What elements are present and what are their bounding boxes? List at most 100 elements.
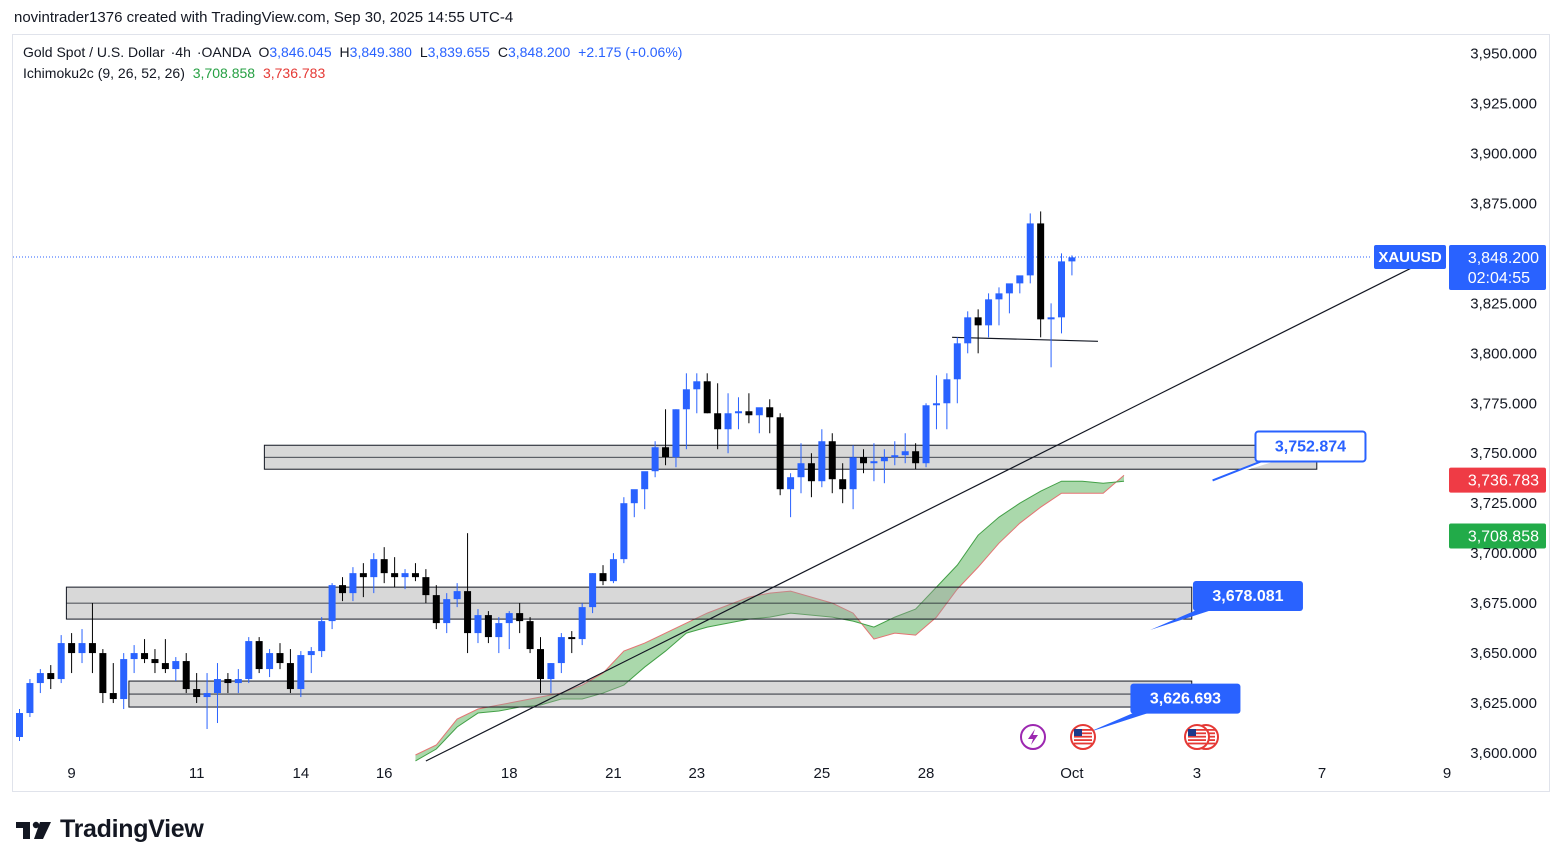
current-price-tag[interactable]: 3,848.200 02:04:55	[1449, 244, 1546, 290]
price-callout[interactable]: 3,752.874	[1212, 430, 1367, 482]
candle-body[interactable]	[255, 641, 263, 670]
trendline[interactable]	[425, 254, 1437, 762]
candle-body[interactable]	[839, 479, 847, 490]
candle-body[interactable]	[193, 689, 201, 698]
candle-body[interactable]	[787, 477, 795, 490]
candle-body[interactable]	[932, 403, 940, 406]
candle-body[interactable]	[870, 461, 878, 464]
candle-body[interactable]	[651, 447, 659, 472]
candle-body[interactable]	[203, 693, 211, 698]
candle-body[interactable]	[568, 637, 576, 640]
candle-body[interactable]	[161, 663, 169, 670]
candle-body[interactable]	[943, 379, 951, 404]
candle-body[interactable]	[182, 661, 190, 690]
candle-body[interactable]	[411, 573, 419, 578]
candle-body[interactable]	[349, 573, 357, 594]
candle-body[interactable]	[641, 471, 649, 490]
lightning-event[interactable]	[1020, 724, 1046, 750]
candle-body[interactable]	[1005, 283, 1013, 294]
candle-body[interactable]	[995, 293, 1003, 300]
candle-body[interactable]	[370, 559, 378, 578]
symbol-tag[interactable]: XAUUSD	[1374, 244, 1446, 269]
horizontal-line[interactable]	[952, 336, 1098, 342]
green-price-tag[interactable]: 3,708.858	[1449, 523, 1546, 549]
candle-body[interactable]	[745, 411, 753, 416]
candle-body[interactable]	[16, 713, 23, 738]
candle-body[interactable]	[484, 615, 492, 638]
candle-body[interactable]	[36, 673, 44, 684]
candle-body[interactable]	[1037, 223, 1045, 320]
candle-body[interactable]	[578, 607, 586, 640]
candle-body[interactable]	[422, 577, 430, 596]
candle-body[interactable]	[495, 623, 503, 638]
candle-body[interactable]	[860, 457, 868, 464]
candle-body[interactable]	[359, 573, 367, 578]
candle-body[interactable]	[724, 413, 732, 430]
candle-body[interactable]	[1047, 317, 1055, 320]
candle-body[interactable]	[974, 317, 982, 326]
candle-body[interactable]	[318, 621, 326, 652]
candle-body[interactable]	[120, 659, 128, 700]
candle-body[interactable]	[557, 637, 565, 664]
candle-body[interactable]	[516, 613, 524, 622]
candle-body[interactable]	[693, 381, 701, 390]
candle-body[interactable]	[1068, 257, 1076, 262]
candle-body[interactable]	[328, 585, 336, 622]
candle-body[interactable]	[266, 653, 274, 670]
candle-body[interactable]	[609, 559, 617, 582]
candle-body[interactable]	[901, 451, 909, 456]
candle-body[interactable]	[891, 455, 899, 458]
candle-body[interactable]	[807, 463, 815, 482]
candle-body[interactable]	[589, 573, 597, 608]
candle-body[interactable]	[985, 299, 993, 326]
price-callout[interactable]: 3,678.081	[1150, 580, 1303, 630]
candle-body[interactable]	[401, 573, 409, 578]
candle-body[interactable]	[99, 653, 107, 694]
candle-body[interactable]	[1026, 223, 1034, 276]
candle-body[interactable]	[339, 585, 347, 594]
candle-body[interactable]	[57, 643, 65, 680]
candle-body[interactable]	[453, 591, 461, 600]
candle-body[interactable]	[68, 643, 76, 654]
candle-body[interactable]	[755, 407, 763, 416]
candle-body[interactable]	[391, 573, 399, 578]
candle-body[interactable]	[130, 653, 138, 660]
candle-body[interactable]	[151, 659, 159, 664]
candle-body[interactable]	[599, 573, 607, 582]
candle-body[interactable]	[547, 663, 555, 680]
candle-body[interactable]	[286, 663, 294, 690]
candle-body[interactable]	[537, 649, 544, 680]
candle-body[interactable]	[109, 693, 117, 700]
candle-body[interactable]	[734, 411, 742, 414]
candle-body[interactable]	[630, 489, 638, 504]
candle-body[interactable]	[703, 381, 711, 414]
candle-body[interactable]	[953, 343, 961, 380]
candle-body[interactable]	[443, 599, 451, 624]
candle-body[interactable]	[47, 673, 55, 680]
candle-body[interactable]	[276, 653, 284, 664]
candle-body[interactable]	[828, 441, 836, 480]
candle-body[interactable]	[672, 409, 680, 458]
price-callout[interactable]: 3,626.693	[1087, 683, 1241, 733]
candle-body[interactable]	[245, 641, 253, 680]
candle-body[interactable]	[912, 451, 920, 464]
candle-body[interactable]	[818, 441, 826, 482]
candle-body[interactable]	[922, 405, 930, 464]
candle-body[interactable]	[880, 457, 888, 462]
candle-body[interactable]	[662, 447, 670, 458]
symbol-name[interactable]: Gold Spot / U.S. Dollar	[23, 44, 165, 60]
candle-body[interactable]	[682, 389, 690, 410]
candle-body[interactable]	[474, 615, 482, 634]
candle-body[interactable]	[297, 655, 305, 690]
red-price-tag[interactable]: 3,736.783	[1449, 467, 1546, 493]
candle-body[interactable]	[797, 463, 805, 478]
candle-body[interactable]	[464, 591, 472, 634]
candle-body[interactable]	[1058, 261, 1065, 318]
candle-body[interactable]	[88, 643, 96, 654]
indicator-name[interactable]: Ichimoku2c (9, 26, 52, 26)	[23, 65, 185, 81]
us-flag-event-double[interactable]	[1184, 724, 1210, 750]
candle-body[interactable]	[78, 643, 86, 654]
candle-body[interactable]	[213, 679, 221, 694]
candle-body[interactable]	[526, 621, 534, 650]
